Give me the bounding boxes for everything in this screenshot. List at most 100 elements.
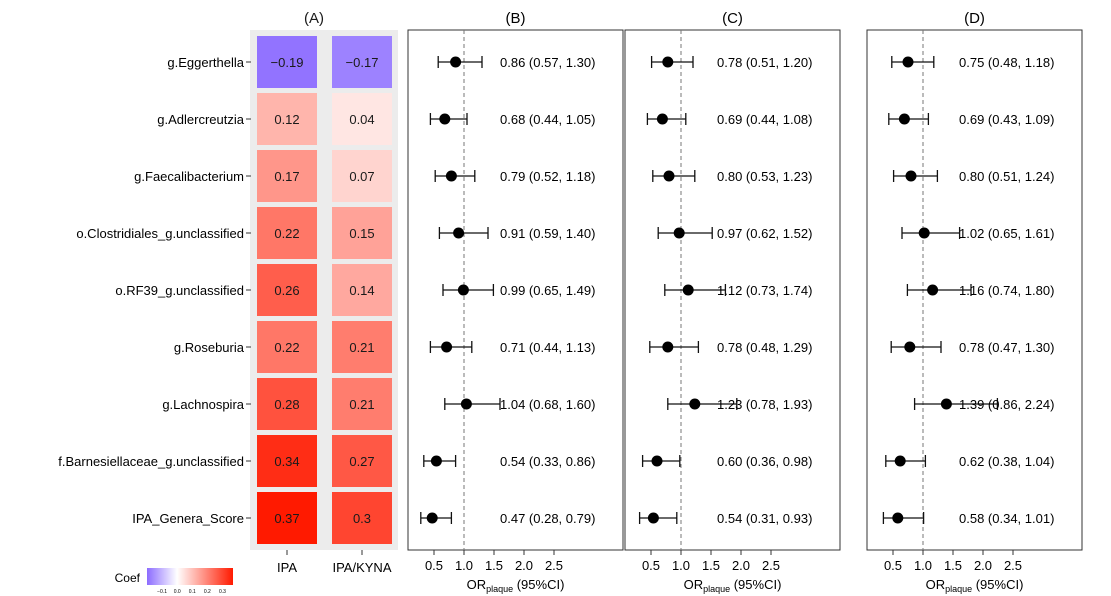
estimate-label: 0.69 (0.44, 1.08) xyxy=(717,112,812,127)
estimate-label: 0.78 (0.51, 1.20) xyxy=(717,55,812,70)
estimate-label: 0.68 (0.44, 1.05) xyxy=(500,112,595,127)
cell-value-label: 0.26 xyxy=(274,283,299,298)
estimate-label: 0.47 (0.28, 0.79) xyxy=(500,511,595,526)
or-point xyxy=(682,284,694,296)
heatmap-cell xyxy=(332,36,392,88)
cell-value-label: 0.34 xyxy=(274,454,299,469)
estimate-label: 0.79 (0.52, 1.18) xyxy=(500,169,595,184)
estimate-label: 1.02 (0.65, 1.61) xyxy=(959,226,1054,241)
or-point xyxy=(927,284,939,296)
heatmap-cell xyxy=(257,150,317,202)
or-point xyxy=(918,227,930,239)
estimate-label: 0.78 (0.47, 1.30) xyxy=(959,340,1054,355)
or-point xyxy=(460,398,472,410)
x-tick-label: 0.5 xyxy=(642,558,660,573)
or-point xyxy=(689,398,701,410)
column-label: IPA xyxy=(277,560,297,575)
row-label: IPA_Genera_Score xyxy=(132,511,244,526)
row-label: g.Lachnospira xyxy=(162,397,244,412)
legend-colorbar xyxy=(147,568,233,585)
legend-tick-label: 0.2 xyxy=(204,589,211,595)
cell-value-label: 0.3 xyxy=(353,511,371,526)
heatmap-cell xyxy=(332,264,392,316)
x-axis-label-suffix: (95%CI) xyxy=(730,577,781,592)
forest-plot-panel: (B) 0.86 (0.57, 1.30) 0.68 (0.44, 1.05) 0.7… xyxy=(407,10,624,594)
heatmap-cell xyxy=(257,207,317,259)
x-axis-label-suffix: (95%CI) xyxy=(513,577,564,592)
legend-tick-label: 0.3 xyxy=(219,589,226,595)
x-tick-label: 2.0 xyxy=(515,558,533,573)
heatmap-column-labels: IPA IPA/KYNA xyxy=(277,550,392,575)
or-point xyxy=(662,341,674,353)
or-point xyxy=(663,170,675,182)
x-axis-label: ORplaque (95%CI) xyxy=(467,577,565,594)
cell-value-label: 0.04 xyxy=(349,112,374,127)
cell-value-label: 0.37 xyxy=(274,511,299,526)
row-label: g.Adlercreutzia xyxy=(157,112,244,127)
cell-value-label: −0.19 xyxy=(271,55,304,70)
x-tick-label: 2.5 xyxy=(1004,558,1022,573)
heatmap-cell xyxy=(332,207,392,259)
estimate-label: 0.71 (0.44, 1.13) xyxy=(500,340,595,355)
or-point xyxy=(426,512,438,524)
or-point xyxy=(898,113,910,125)
heatmap-cell xyxy=(332,378,392,430)
x-tick-label: 1.0 xyxy=(455,558,473,573)
x-axis-label: ORplaque (95%CI) xyxy=(684,577,782,594)
panel-label: (B) xyxy=(506,10,526,27)
legend-tick-label: −0.1 xyxy=(157,589,167,595)
heatmap-cell xyxy=(257,492,317,544)
x-axis-label-sub: plaque xyxy=(945,584,972,594)
heatmap-panel: (A) g.Eggerthella g.Adlercreutzia g.Faecal… xyxy=(58,10,398,595)
estimate-label: 0.54 (0.31, 0.93) xyxy=(717,511,812,526)
or-point xyxy=(651,455,663,467)
estimate-label: 0.75 (0.48, 1.18) xyxy=(959,55,1054,70)
cell-value-label: 0.14 xyxy=(349,283,374,298)
cell-value-label: 0.12 xyxy=(274,112,299,127)
or-point xyxy=(450,56,462,68)
estimate-label: 0.80 (0.51, 1.24) xyxy=(959,169,1054,184)
forest-plot-panel: (D) 0.75 (0.48, 1.18) 0.69 (0.43, 1.09) 0.8… xyxy=(866,10,1083,594)
heatmap-cell xyxy=(257,321,317,373)
cell-value-label: 0.22 xyxy=(274,340,299,355)
cell-value-label: 0.17 xyxy=(274,169,299,184)
legend-title: Coef xyxy=(115,571,141,585)
column-label: IPA/KYNA xyxy=(332,560,391,575)
or-point xyxy=(904,341,916,353)
or-point xyxy=(673,227,685,239)
row-label: f.Barnesiellaceae_g.unclassified xyxy=(58,454,244,469)
heatmap-cell xyxy=(332,150,392,202)
heatmap-row-labels: g.Eggerthella g.Adlercreutzia g.Faecalibac… xyxy=(58,55,251,526)
row-label: g.Faecalibacterium xyxy=(134,169,244,184)
estimate-label: 0.99 (0.65, 1.49) xyxy=(500,283,595,298)
estimate-label: 1.23 (0.78, 1.93) xyxy=(717,397,812,412)
heatmap-cell xyxy=(257,378,317,430)
cell-value-label: 0.21 xyxy=(349,397,374,412)
panel-label: (C) xyxy=(722,10,743,27)
estimate-label: 0.54 (0.33, 0.86) xyxy=(500,454,595,469)
cell-value-label: 0.21 xyxy=(349,340,374,355)
or-point xyxy=(647,512,659,524)
x-axis-label-main: OR xyxy=(926,577,946,592)
estimate-label: 1.16 (0.74, 1.80) xyxy=(959,283,1054,298)
estimate-label: 0.80 (0.53, 1.23) xyxy=(717,169,812,184)
estimate-label: 1.04 (0.68, 1.60) xyxy=(500,397,595,412)
estimate-label: 1.12 (0.73, 1.74) xyxy=(717,283,812,298)
or-point xyxy=(457,284,469,296)
estimate-label: 0.91 (0.59, 1.40) xyxy=(500,226,595,241)
heatmap-cell xyxy=(257,264,317,316)
estimate-label: 0.58 (0.34, 1.01) xyxy=(959,511,1054,526)
row-label: o.Clostridiales_g.unclassified xyxy=(76,226,244,241)
heatmap-cell xyxy=(257,36,317,88)
cell-value-label: 0.07 xyxy=(349,169,374,184)
row-label: g.Roseburia xyxy=(174,340,245,355)
x-tick-label: 1.0 xyxy=(672,558,690,573)
heatmap-cell xyxy=(257,93,317,145)
or-point xyxy=(905,170,917,182)
forest-panels: (B) 0.86 (0.57, 1.30) 0.68 (0.44, 1.05) 0.7… xyxy=(407,10,1083,594)
x-axis-label-sub: plaque xyxy=(703,584,730,594)
x-tick-label: 1.5 xyxy=(702,558,720,573)
heatmap-cell xyxy=(257,435,317,487)
or-point xyxy=(453,227,465,239)
estimate-label: 0.86 (0.57, 1.30) xyxy=(500,55,595,70)
